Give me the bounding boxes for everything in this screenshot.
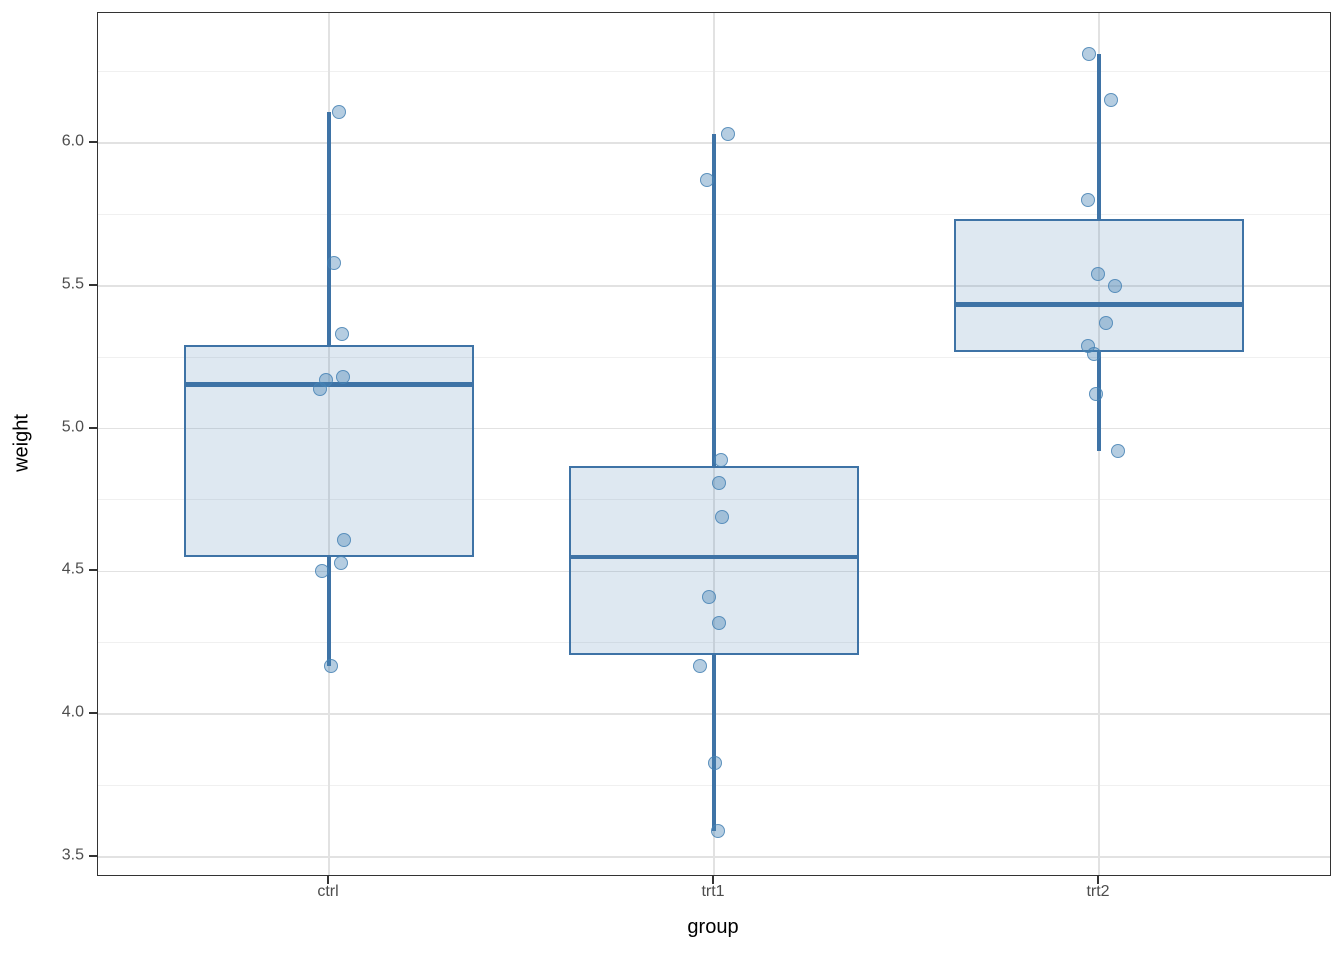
lower-whisker — [327, 557, 331, 666]
jitter-point — [332, 104, 346, 119]
jitter-point — [337, 532, 351, 547]
x-axis-tick — [712, 875, 714, 884]
jitter-point — [1082, 47, 1096, 62]
box-trt2 — [954, 218, 1244, 353]
jitter-point — [313, 381, 327, 396]
jitter-point — [335, 327, 349, 342]
median-line-trt1 — [569, 554, 859, 560]
jitter-point — [1104, 93, 1118, 108]
y-axis-tick — [89, 855, 97, 857]
y-tick-label: 3.5 — [61, 846, 84, 864]
jitter-point — [1099, 315, 1113, 330]
jitter-point — [315, 564, 329, 579]
jitter-point — [712, 475, 726, 490]
upper-whisker — [712, 134, 716, 466]
gridline-vertical — [328, 13, 330, 875]
jitter-point — [1111, 444, 1125, 459]
jitter-point — [721, 127, 735, 142]
jitter-point — [1089, 387, 1103, 402]
median-line-trt2 — [954, 302, 1244, 307]
y-tick-label: 4.0 — [61, 703, 84, 721]
jitter-point — [336, 370, 350, 385]
jitter-point — [1087, 347, 1101, 362]
jitter-point — [324, 658, 338, 673]
y-tick-label: 5.5 — [61, 275, 84, 293]
y-axis-tick — [89, 283, 97, 286]
x-axis-tick — [1097, 875, 1099, 884]
x-axis-tick — [327, 875, 329, 884]
upper-whisker — [1097, 54, 1101, 219]
y-tick-label: 5.0 — [61, 418, 84, 436]
y-axis-tick — [89, 569, 97, 572]
jitter-point — [1108, 278, 1122, 293]
x-tick-label: ctrl — [317, 883, 339, 900]
lower-whisker — [712, 654, 716, 832]
jitter-point — [334, 555, 348, 570]
x-tick-label: trt2 — [1086, 883, 1110, 900]
jitter-point — [708, 755, 722, 770]
jitter-point — [1091, 267, 1105, 282]
lower-whisker — [1097, 352, 1101, 452]
y-tick-label: 4.5 — [61, 561, 84, 579]
plot-panel — [97, 12, 1331, 876]
jitter-point — [327, 255, 341, 270]
jitter-point — [715, 510, 729, 525]
jitter-point — [711, 824, 725, 839]
y-tick-label: 6.0 — [61, 132, 84, 150]
x-tick-label: trt1 — [701, 883, 725, 900]
jitter-point — [1081, 193, 1095, 208]
jitter-point — [702, 590, 716, 605]
jitter-point — [714, 452, 728, 467]
jitter-point — [693, 658, 707, 673]
upper-whisker — [327, 111, 331, 346]
jitter-point — [712, 615, 726, 630]
y-axis-tick — [89, 426, 97, 429]
x-axis-title: group — [687, 916, 739, 938]
y-axis-tick — [89, 712, 97, 715]
y-axis-tick — [89, 140, 97, 143]
jitter-point — [700, 173, 714, 188]
